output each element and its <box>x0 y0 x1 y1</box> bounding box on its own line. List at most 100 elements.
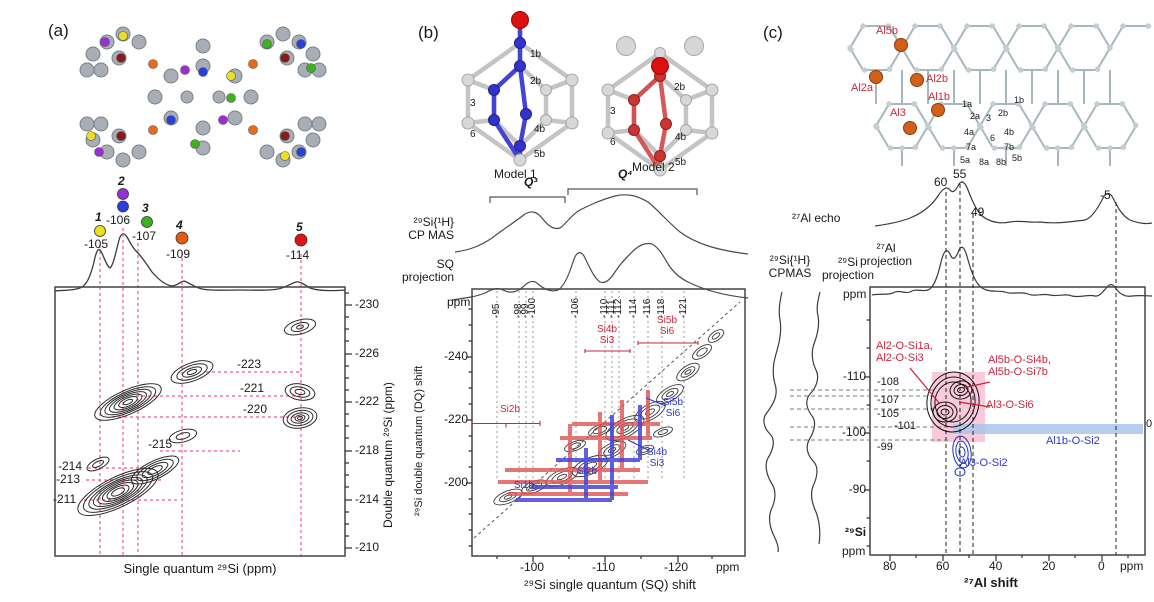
xtick-c-20: 20 <box>1042 559 1056 573</box>
peak-shift-5: -114 <box>286 248 310 262</box>
si-inner-99: -99 <box>877 441 893 453</box>
site-4b: 4b <box>1004 127 1015 137</box>
site-m2-5b: 5b <box>675 157 687 168</box>
peak-number-3: 3 <box>142 201 149 215</box>
xtick-c-60: 60 <box>936 559 950 573</box>
molecule-cluster-a <box>79 26 327 168</box>
xtick-b-110: -110 <box>592 560 616 574</box>
peak-number-4: 4 <box>176 218 183 232</box>
xtick-b-120: -120 <box>664 560 689 574</box>
traces-b <box>451 194 749 301</box>
al-projection-label: ²⁷Al projection <box>859 241 913 268</box>
dq-label-215: -215 <box>148 437 173 451</box>
peak-number-1: 1 <box>95 210 102 224</box>
site-5b: 5b <box>1012 153 1023 163</box>
x-axis-label-c: ²⁷Al shift <box>964 575 1018 590</box>
site-m1-5b: 5b <box>534 149 546 160</box>
site-2a: 2a <box>970 111 981 121</box>
contour-plot-a <box>54 286 346 557</box>
cpmas-label-b: ²⁹Si{¹H} CP MAS <box>408 215 454 242</box>
al5b-label: Al5b <box>876 25 899 37</box>
xtick-c-80: 80 <box>883 559 897 573</box>
oxygen-atom-model2 <box>651 57 669 75</box>
contour-plot-c <box>790 184 1146 556</box>
axis-a <box>345 292 352 549</box>
site-3: 3 <box>986 113 992 123</box>
site-4a: 4a <box>964 127 975 137</box>
spectrum-1d-a <box>54 188 346 292</box>
blue-assign-si1b: Si1b <box>514 480 535 491</box>
site-m2-6: 6 <box>610 137 616 148</box>
site-5a: 5a <box>960 155 971 165</box>
site-m2-3: 3 <box>610 106 616 117</box>
ytick-c-90: -90 <box>848 482 866 496</box>
model2-caption: Model 2 <box>632 160 675 174</box>
blue-assign-al3-si2: Al3-O-Si2 <box>960 457 1008 469</box>
ytick-b-220: -220 <box>443 412 468 426</box>
sq-projection-label: SQ projection <box>401 257 454 284</box>
site-m1-1b: 1b <box>530 49 542 60</box>
xtick-c-40: 40 <box>989 559 1003 573</box>
red-assign-al5b: Al5b-O-Si4b, Al5b-O-Si7b <box>988 354 1051 378</box>
sq-peak-label: -114 <box>628 298 639 318</box>
site-1a: 1a <box>962 99 973 109</box>
ppm-x-c: ppm <box>1120 559 1144 573</box>
red-assign-si5b-si6: Si5b Si6 <box>656 315 677 337</box>
guide-lines-a <box>84 228 302 556</box>
ytick-b-200: -200 <box>443 475 468 489</box>
ytick-a-230: -230 <box>355 297 380 311</box>
ppm-x-b: ppm <box>716 560 740 574</box>
dq-label-213: -213 <box>56 472 81 486</box>
peak-shift-3: -107 <box>132 229 157 243</box>
site-7b: 7b <box>1004 142 1015 152</box>
blue-assign-si4b-si3: Si4b Si3 <box>646 447 667 469</box>
corner-isotope-label: ²⁹Si <box>845 525 867 539</box>
al2a-label: Al2a <box>851 82 874 94</box>
dq-label-211: -211 <box>53 492 77 506</box>
ytick-c-100: -100 <box>841 425 866 439</box>
al-peak-60: 60 <box>934 175 948 189</box>
q4-label: Q⁴ <box>618 167 633 181</box>
band-zero-label: 0 <box>1146 418 1153 430</box>
ytick-b-240: -240 <box>443 349 468 363</box>
peak-number-2: 2 <box>118 174 125 188</box>
axis-b <box>466 308 713 562</box>
peak-shift-4: -109 <box>166 247 191 261</box>
cpmas-label-c: ²⁹Si{¹H} CPMAS <box>768 253 812 280</box>
ytick-a-214: -214 <box>355 492 380 506</box>
oxygen-atom-model1 <box>511 11 529 29</box>
axis-c <box>864 319 1129 561</box>
ytick-a-218: -218 <box>355 443 380 457</box>
red-assign-al2: Al2-O-Si1a, Al2-O-Si3 <box>876 340 933 364</box>
traces-c <box>763 181 1153 553</box>
blue-assign-si5b-si6: Si5b Si6 <box>662 397 683 419</box>
al-peak-minus5: -5 <box>1100 188 1111 202</box>
al-peak-55: 55 <box>953 167 967 181</box>
al-sites-c <box>869 38 945 135</box>
site-8a: 8a <box>979 157 990 167</box>
model1-caption: Model 1 <box>494 167 537 181</box>
sq-peak-label: -95 <box>491 303 502 318</box>
site-1b: 1b <box>1014 95 1025 105</box>
ytick-a-210: -210 <box>355 540 380 554</box>
cage-model-2 <box>601 36 719 177</box>
peak-shift-1: -105 <box>84 237 109 251</box>
x-axis-label-a: Single quantum ²⁹Si (ppm) <box>123 561 277 576</box>
si-inner-107: -107 <box>877 394 900 406</box>
q3-label: Q³ <box>524 175 538 189</box>
cage-model-1 <box>461 11 579 167</box>
si-inner-105: -105 <box>877 408 900 420</box>
panel-a-label: (a) <box>48 21 69 40</box>
blue-highlight-band <box>953 424 1143 434</box>
y-axis-label-b: ²⁹Si double quantum (DQ) shift <box>413 365 425 516</box>
panel-c-label: (c) <box>763 23 783 42</box>
blue-assign-si2b: Si2b <box>577 466 598 477</box>
site-2b: 2b <box>998 108 1009 118</box>
dq-label-221: -221 <box>240 381 265 395</box>
dq-label-220: -220 <box>243 402 268 416</box>
dq-label-214: -214 <box>58 459 83 473</box>
ytick-a-222: -222 <box>355 394 380 408</box>
contour-plot-b <box>471 288 746 557</box>
site-m1-4b: 4b <box>534 124 546 135</box>
